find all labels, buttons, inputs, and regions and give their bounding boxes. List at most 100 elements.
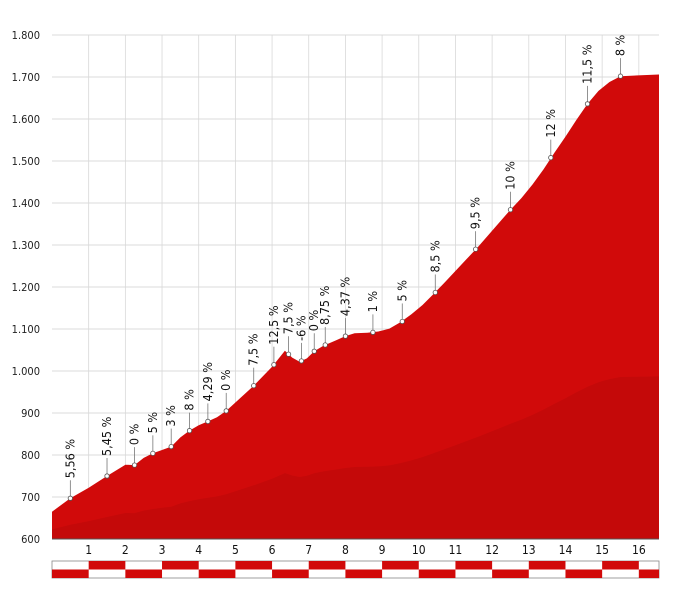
x-tick-label: 8 xyxy=(342,543,349,557)
gradient-label: 8,5 % xyxy=(427,240,442,272)
x-tick-label: 6 xyxy=(269,543,276,557)
gradient-marker xyxy=(251,383,257,389)
x-tick-label: 1 xyxy=(85,543,92,557)
y-tick-label: 600 xyxy=(21,533,40,546)
km-strip-segment xyxy=(565,569,603,578)
elevation-area xyxy=(52,74,659,539)
y-tick-label: 1.800 xyxy=(12,29,40,42)
gradient-marker xyxy=(617,73,624,79)
gradient-marker xyxy=(298,358,305,364)
km-strip-segment xyxy=(52,569,89,578)
gradient-label: 7,5 % xyxy=(246,333,261,365)
gradient-label: -6 % xyxy=(293,315,308,341)
gradient-label: 12,5 % xyxy=(266,305,281,345)
gradient-label: 5,56 % xyxy=(62,439,77,479)
km-strip-segment xyxy=(455,561,493,570)
km-strip-segment xyxy=(418,569,456,578)
elevation-area-shade xyxy=(52,376,659,539)
y-tick-label: 700 xyxy=(21,491,40,504)
y-tick-label: 1.500 xyxy=(12,155,40,168)
gradient-label: 5,45 % xyxy=(99,416,114,456)
y-tick-label: 900 xyxy=(21,407,40,420)
gradient-label: 5 % xyxy=(145,412,160,434)
gradient-marker xyxy=(399,318,405,325)
km-strip-segment xyxy=(638,569,659,578)
y-tick-label: 1.400 xyxy=(12,197,40,210)
y-axis: 600 700 800 900 1.000 1.100 1.200 1.300 1.400 1.5… xyxy=(12,29,40,546)
gradient-leaders xyxy=(67,58,624,501)
gradient-label: 11,5 % xyxy=(579,44,594,84)
y-tick-label: 1.100 xyxy=(12,323,40,336)
gradient-marker xyxy=(223,408,229,414)
km-strip-segment xyxy=(88,561,126,570)
gradient-label: 5 % xyxy=(394,280,409,302)
x-tick-label: 3 xyxy=(159,543,166,557)
x-tick-label: 5 xyxy=(232,543,239,557)
gradient-label: 4,37 % xyxy=(337,277,352,317)
gradient-marker xyxy=(322,342,328,348)
gradient-label: 0 % xyxy=(127,423,142,445)
gradient-label: 3 % xyxy=(163,405,178,427)
km-strip-segment xyxy=(602,561,639,570)
gradient-marker xyxy=(271,362,277,368)
x-tick-label: 16 xyxy=(632,543,646,557)
gradient-label: 8 % xyxy=(612,34,627,56)
gradient-label: 8 % xyxy=(182,389,197,411)
km-strip-segment xyxy=(345,569,383,578)
gradient-marker xyxy=(168,443,174,450)
x-tick-label: 2 xyxy=(122,543,129,557)
gradient-label: 1 % xyxy=(365,291,380,313)
gradient-marker xyxy=(432,289,438,296)
km-strip-segment xyxy=(272,569,309,578)
x-tick-label: 4 xyxy=(195,543,202,557)
km-strip-segment xyxy=(528,561,566,570)
y-tick-label: 1.200 xyxy=(12,281,40,294)
km-strip-segment xyxy=(235,561,273,570)
x-tick-label: 9 xyxy=(379,543,386,557)
y-tick-label: 800 xyxy=(21,449,40,462)
gradient-marker xyxy=(150,450,156,456)
y-tick-label: 1.600 xyxy=(12,113,40,126)
gradient-marker xyxy=(205,418,211,424)
gradient-label: 4,29 % xyxy=(200,362,215,402)
gradient-marker xyxy=(342,333,349,339)
y-tick-label: 1.300 xyxy=(12,239,40,252)
gradient-label: 7,5 % xyxy=(281,302,296,334)
gradient-marker xyxy=(370,329,376,335)
gradient-label: 12 % xyxy=(543,109,558,138)
km-strip-segment xyxy=(198,569,236,578)
x-tick-label: 13 xyxy=(522,543,536,557)
y-tick-label: 1.000 xyxy=(12,365,40,378)
gradient-label: 0 % xyxy=(218,369,233,391)
gradient-marker xyxy=(311,348,317,354)
km-strip-segment xyxy=(382,561,419,570)
x-tick-label: 7 xyxy=(305,543,312,557)
x-tick-label: 12 xyxy=(485,543,499,557)
x-axis: 1 2 3 4 5 6 7 8 9 10 11 12 13 14 15 16 xyxy=(85,543,646,557)
gradient-marker xyxy=(67,495,73,501)
gradient-marker xyxy=(104,473,110,479)
km-strip-segment xyxy=(162,561,199,570)
gradient-label: 8,75 % xyxy=(317,285,332,325)
km-strip xyxy=(51,560,660,579)
gradient-marker xyxy=(548,155,554,161)
gradient-marker xyxy=(507,207,514,213)
x-tick-label: 10 xyxy=(412,543,426,557)
x-tick-label: 11 xyxy=(449,543,463,557)
gradient-marker xyxy=(285,351,292,357)
x-tick-label: 14 xyxy=(559,543,573,557)
y-tick-label: 1.700 xyxy=(12,71,40,84)
gradient-labels: 5,56 %5,45 % 0 %5 % 3 %8 % 4,29 % 0 %7,5 %12… xyxy=(62,34,627,478)
gradient-marker xyxy=(131,462,138,468)
km-strip-segment xyxy=(125,569,163,578)
gradient-label: 9,5 % xyxy=(468,197,483,229)
gradient-marker xyxy=(584,101,591,107)
gradient-label: 0 % xyxy=(306,310,321,332)
x-tick-label: 15 xyxy=(595,543,609,557)
gradient-marker xyxy=(186,428,193,434)
km-strip-segment xyxy=(492,569,529,578)
km-strip-segment xyxy=(308,561,346,570)
gradient-marker xyxy=(473,246,479,252)
gradient-label: 10 % xyxy=(502,161,517,190)
